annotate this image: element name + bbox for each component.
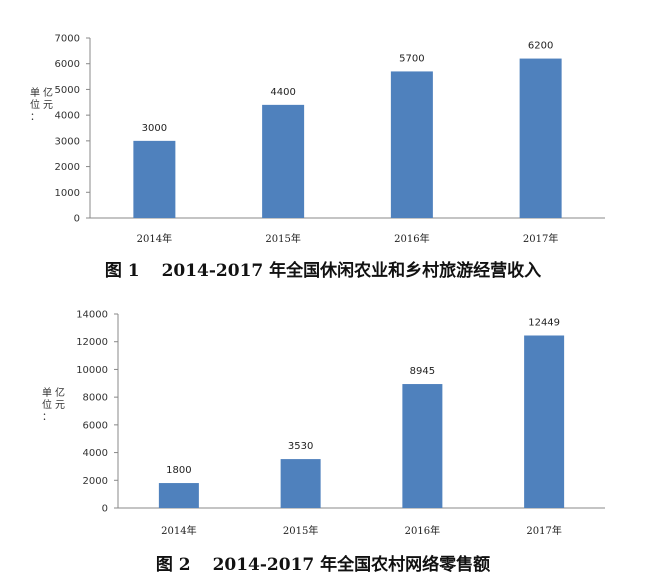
- chart-1: 0 1000 2000 3000 4000 5000 6000 7000 单位：亿元 3000 20…: [0, 0, 646, 290]
- chart-1-y-tick-label: 3000: [55, 136, 80, 147]
- chart-2-y-tick-label: 0: [102, 504, 108, 515]
- chart-1-bar: [390, 71, 433, 218]
- chart-2-y-tick-label: 4000: [83, 448, 108, 459]
- chart-1-bar: [262, 104, 305, 218]
- chart-1-x-tick-label: 2016年: [394, 232, 429, 245]
- chart-1-bar: [133, 140, 176, 218]
- chart-1-y-tick-label: 5000: [55, 85, 80, 96]
- chart-2-x-tick-label: 2014年: [161, 524, 196, 537]
- chart-2-y-tick-label: 12000: [76, 337, 108, 348]
- chart-1-y-tick-label: 4000: [55, 111, 80, 122]
- chart-2-x-tick-label: 2016年: [405, 524, 440, 537]
- chart-1-caption: 图 1 2014-2017 年全国休闲农业和乡村旅游经营收入: [0, 256, 646, 281]
- chart-2-y-tick-label: 14000: [76, 310, 108, 321]
- chart-1-x-tick-label: 2017年: [523, 232, 558, 245]
- chart-2-plot: 0 2000 4000 6000 8000 10000 12000 14000 单位：亿元 180…: [42, 310, 605, 537]
- chart-2-data-label: 8945: [410, 366, 435, 377]
- chart-2-y-axis-label: 单位：亿元: [42, 386, 65, 423]
- chart-1-data-label: 6200: [528, 41, 553, 52]
- chart-1-title: 2014-2017 年全国休闲农业和乡村旅游经营收入: [161, 261, 542, 281]
- chart-1-y-tick-label: 0: [74, 214, 80, 225]
- chart-1-figure-label: 图 1: [104, 261, 140, 281]
- chart-2-bar: [402, 384, 443, 508]
- chart-1-y-tick-label: 7000: [55, 34, 80, 45]
- chart-2-caption: 图 2 2014-2017 年全国农村网络零售额: [0, 550, 646, 575]
- chart-2-x-tick-label: 2017年: [526, 524, 561, 537]
- chart-1-y-tick-label: 1000: [55, 188, 80, 199]
- chart-1-y-axis-label: 单位：亿元: [30, 86, 53, 123]
- chart-1-x-tick-label: 2015年: [265, 232, 300, 245]
- chart-2-data-label: 1800: [166, 465, 191, 476]
- chart-2-bar: [524, 335, 565, 508]
- chart-2-data-label: 12449: [528, 317, 560, 328]
- chart-2-y-tick-label: 2000: [83, 476, 108, 487]
- chart-2-y-tick-label: 6000: [83, 420, 108, 431]
- chart-2: 0 2000 4000 6000 8000 10000 12000 14000 单位：亿元 180…: [0, 300, 646, 588]
- chart-1-bar: [519, 58, 562, 219]
- chart-1-data-label: 3000: [142, 123, 167, 134]
- chart-1-data-label: 5700: [399, 53, 424, 64]
- chart-2-x-tick-label: 2015年: [283, 524, 318, 537]
- chart-1-data-label: 4400: [270, 87, 295, 98]
- chart-2-figure-label: 图 2: [155, 555, 191, 575]
- chart-1-x-tick-label: 2014年: [137, 232, 172, 245]
- chart-1-y-tick-label: 6000: [55, 59, 80, 70]
- chart-2-y-tick-label: 8000: [83, 393, 108, 404]
- chart-1-y-tick-label: 2000: [55, 162, 80, 173]
- chart-1-plot: 0 1000 2000 3000 4000 5000 6000 7000 单位：亿元 3000 20…: [30, 34, 605, 245]
- chart-2-data-label: 3530: [288, 441, 313, 452]
- chart-2-bar: [280, 459, 321, 508]
- chart-2-bar: [158, 483, 199, 508]
- chart-2-y-tick-label: 10000: [76, 365, 108, 376]
- chart-2-title: 2014-2017 年全国农村网络零售额: [212, 555, 491, 575]
